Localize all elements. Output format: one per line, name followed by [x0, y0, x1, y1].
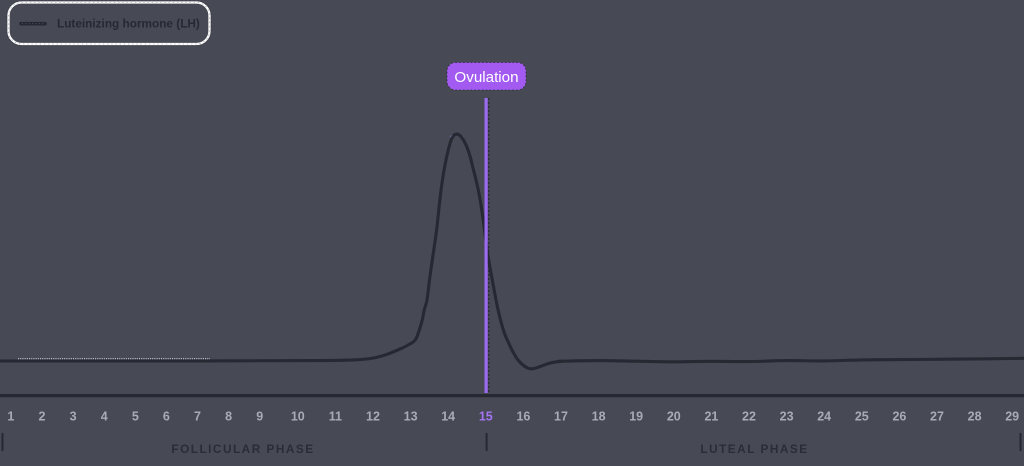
svg-text:23: 23	[780, 409, 794, 423]
svg-text:20: 20	[667, 409, 681, 423]
svg-text:27: 27	[930, 409, 944, 423]
svg-text:19: 19	[629, 409, 643, 423]
svg-text:29: 29	[1005, 409, 1019, 423]
svg-text:3: 3	[70, 409, 77, 423]
svg-text:6: 6	[163, 409, 170, 423]
svg-text:12: 12	[366, 409, 380, 423]
svg-text:26: 26	[892, 409, 906, 423]
svg-text:2: 2	[39, 409, 46, 423]
svg-text:10: 10	[291, 409, 305, 423]
svg-text:21: 21	[704, 409, 718, 423]
svg-text:9: 9	[256, 409, 263, 423]
svg-text:14: 14	[441, 409, 455, 423]
svg-text:22: 22	[742, 409, 756, 423]
svg-text:5: 5	[132, 409, 139, 423]
svg-text:11: 11	[329, 409, 342, 423]
svg-text:8: 8	[225, 409, 232, 423]
svg-text:7: 7	[194, 409, 201, 423]
svg-text:Ovulation: Ovulation	[454, 69, 518, 86]
svg-text:16: 16	[516, 409, 530, 423]
svg-text:FOLLICULAR PHASE: FOLLICULAR PHASE	[171, 442, 314, 456]
svg-text:1: 1	[7, 409, 14, 423]
svg-text:18: 18	[592, 409, 606, 423]
svg-text:24: 24	[817, 409, 831, 423]
svg-text:4: 4	[101, 409, 108, 423]
svg-text:28: 28	[968, 409, 982, 423]
svg-text:13: 13	[404, 409, 418, 423]
svg-text:25: 25	[855, 409, 869, 423]
svg-text:LUTEAL PHASE: LUTEAL PHASE	[700, 442, 808, 456]
svg-text:Luteinizing hormone (LH): Luteinizing hormone (LH)	[57, 17, 200, 31]
svg-text:15: 15	[479, 409, 493, 423]
svg-text:17: 17	[554, 409, 568, 423]
